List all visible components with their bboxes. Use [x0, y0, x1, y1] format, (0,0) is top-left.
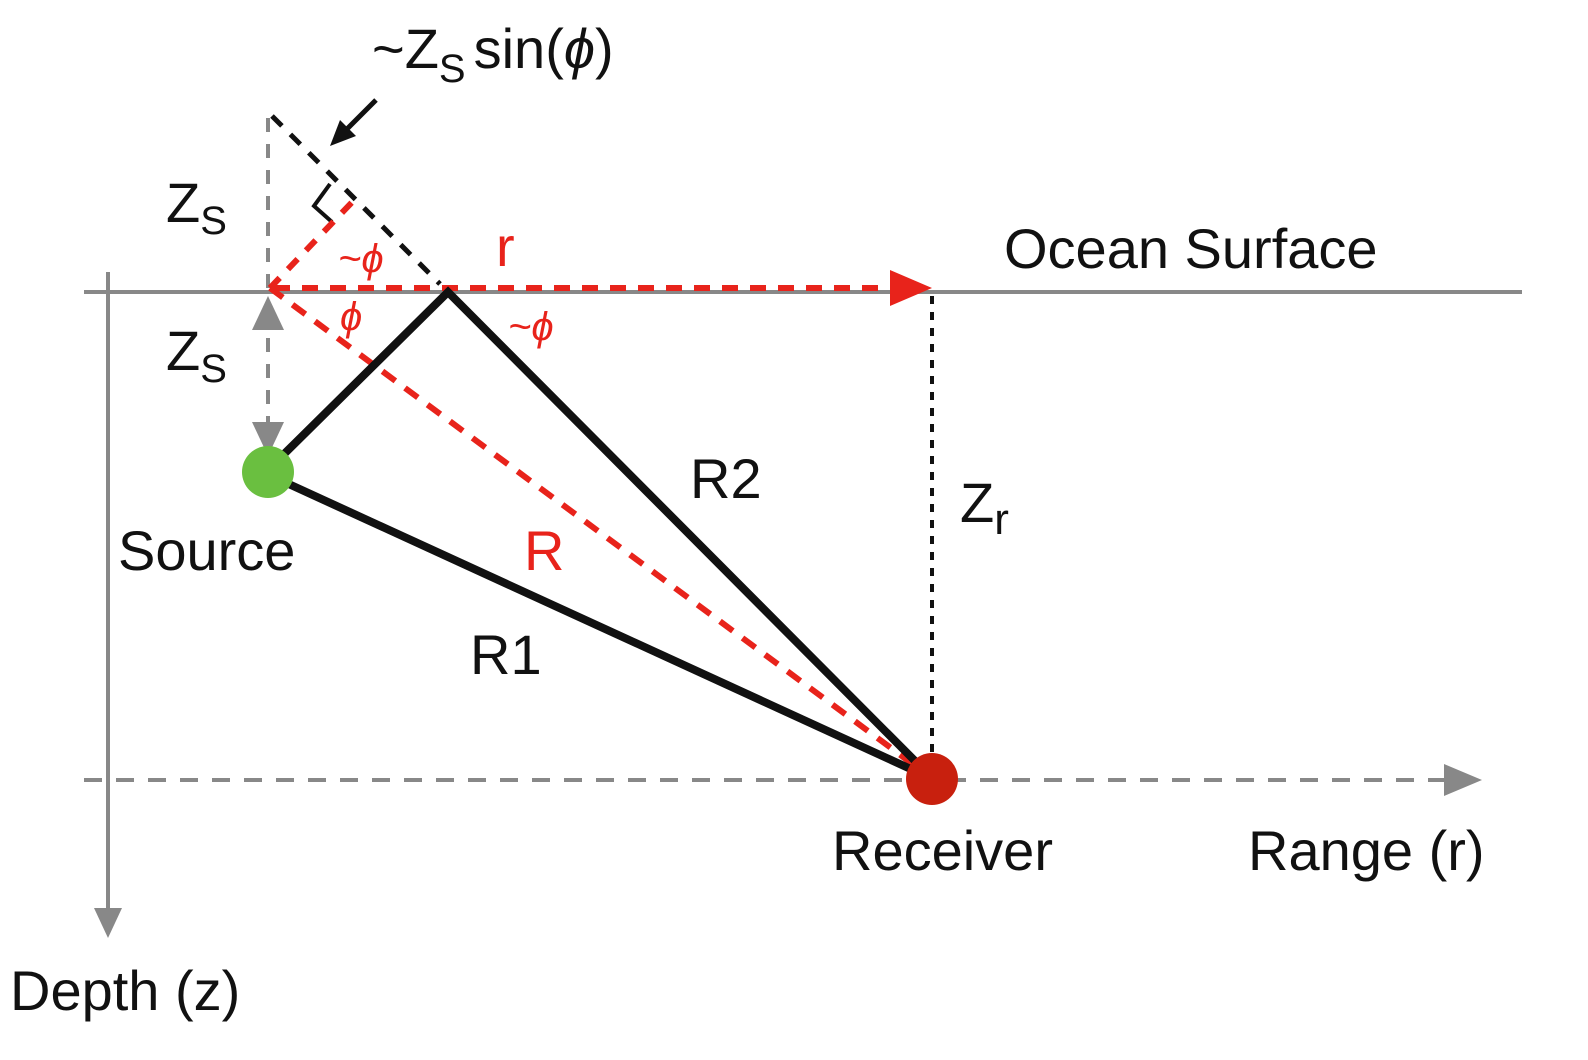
- zs-upper-label: ZS: [166, 171, 227, 243]
- zs-lower-label: ZS: [166, 319, 227, 391]
- r-label: r: [496, 215, 515, 278]
- ocean-surface-label: Ocean Surface: [1004, 217, 1378, 280]
- phi-label: ϕ: [340, 295, 362, 339]
- receiver-marker: [906, 753, 958, 805]
- source-marker: [242, 446, 294, 498]
- approx-phi-right-label: ~ϕ: [508, 305, 554, 349]
- zs-sin-phi-label: ~ZS sin(ϕ): [372, 17, 614, 91]
- red-dashed-R-line: [268, 285, 920, 771]
- red-r-arrowhead: [890, 270, 932, 306]
- red-dashed-short: [267, 193, 361, 291]
- zs-arrowhead-down: [252, 422, 284, 456]
- approx-phi-upper-label: ~ϕ: [338, 237, 384, 281]
- range-axis-arrowhead: [1444, 764, 1482, 796]
- source-label: Source: [118, 519, 295, 582]
- r1-label: R1: [470, 623, 542, 686]
- annotation-arrowhead: [330, 120, 356, 146]
- image-extension-dashed-line: [270, 114, 442, 286]
- depth-axis-arrowhead: [94, 908, 122, 938]
- zr-label: Zr: [960, 471, 1009, 544]
- direct-path-r1: [278, 476, 928, 780]
- annotation-arrow-line: [342, 98, 378, 134]
- receiver-label: Receiver: [832, 819, 1053, 882]
- r2-label: R2: [690, 447, 762, 510]
- big-r-label: R: [524, 519, 564, 582]
- depth-axis-label: Depth (z): [10, 959, 240, 1022]
- reflected-path-r2: [273, 286, 927, 773]
- range-axis-label: Range (r): [1248, 819, 1485, 882]
- right-angle-marker: [311, 182, 334, 224]
- zs-arrowhead-up: [252, 296, 284, 330]
